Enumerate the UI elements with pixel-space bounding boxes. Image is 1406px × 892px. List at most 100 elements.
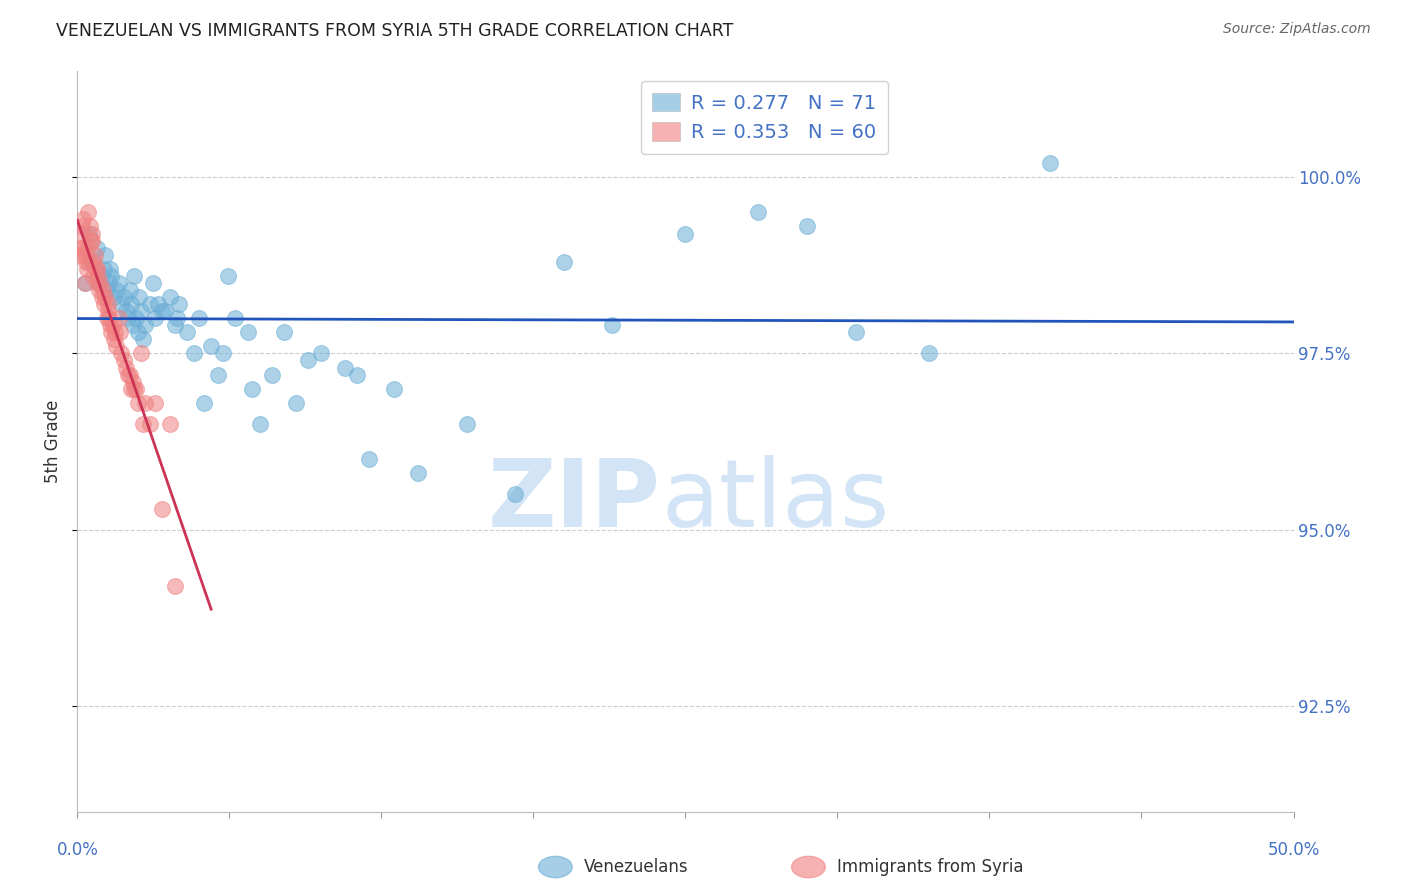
Point [143,311,166,326]
Point [285,396,308,410]
Point [134,396,156,410]
Point [115,360,138,375]
Point [96,311,118,326]
Point [104,325,127,339]
Point [90,268,112,283]
Point [675,227,697,241]
Point [152,501,174,516]
Text: Immigrants from Syria: Immigrants from Syria [837,858,1024,876]
Y-axis label: 5th Grade: 5th Grade [44,400,62,483]
Point [143,396,166,410]
Point [128,290,150,304]
Point [82,234,104,248]
Point [159,417,181,431]
Point [249,417,271,431]
Point [124,268,146,283]
Point [103,332,125,346]
Point [79,219,101,234]
Point [169,297,191,311]
Point [110,297,132,311]
Point [120,297,142,311]
Point [100,268,122,283]
Point [142,276,165,290]
Point [107,311,129,326]
Point [108,325,131,339]
Point [193,396,215,410]
Point [76,205,98,219]
Point [98,318,121,333]
Point [553,254,575,268]
Point [132,417,155,431]
Point [346,368,368,382]
Text: Source: ZipAtlas.com: Source: ZipAtlas.com [1223,22,1371,37]
Point [297,353,319,368]
Point [602,318,624,333]
Point [77,241,100,255]
Point [200,339,222,353]
Point [69,241,91,255]
Point [129,304,152,318]
Point [76,261,98,276]
Legend: R = 0.277   N = 71, R = 0.353   N = 60: R = 0.277 N = 71, R = 0.353 N = 60 [641,81,889,154]
Point [112,353,135,368]
Point [406,467,429,481]
Point [120,382,142,396]
Point [97,276,120,290]
Point [124,382,146,396]
Point [224,311,246,326]
Point [80,227,103,241]
Point [86,276,108,290]
Point [91,283,114,297]
Text: 0.0%: 0.0% [56,841,98,859]
Point [83,254,105,268]
Text: 50.0%: 50.0% [1267,841,1320,859]
Point [217,268,239,283]
Text: atlas: atlas [661,455,890,547]
Point [1039,156,1062,170]
Point [107,276,129,290]
Point [75,254,97,268]
Point [84,261,107,276]
Point [176,325,198,339]
Point [159,290,181,304]
Point [73,276,96,290]
Point [97,304,120,318]
Point [93,261,115,276]
Point [89,283,111,297]
Circle shape [792,856,825,878]
Point [125,311,148,326]
Point [122,318,145,333]
Point [72,212,94,227]
Point [94,290,117,304]
Text: Venezuelans: Venezuelans [583,858,688,876]
Point [115,304,138,318]
Point [127,325,149,339]
Point [153,304,176,318]
Point [139,297,162,311]
Point [236,325,259,339]
Point [166,311,188,326]
Point [125,382,148,396]
Point [134,318,156,333]
Point [112,290,135,304]
Point [122,375,145,389]
Point [118,368,141,382]
Point [96,283,118,297]
Point [212,346,235,360]
Point [70,219,93,234]
Point [110,346,132,360]
Point [80,254,103,268]
Point [97,311,120,326]
Point [89,276,111,290]
Point [90,290,112,304]
Point [456,417,478,431]
Point [73,248,96,262]
Point [163,318,186,333]
Point [309,346,332,360]
Point [89,276,111,290]
Point [747,205,769,219]
Point [97,297,120,311]
Point [242,382,264,396]
Point [100,325,122,339]
Point [146,297,169,311]
